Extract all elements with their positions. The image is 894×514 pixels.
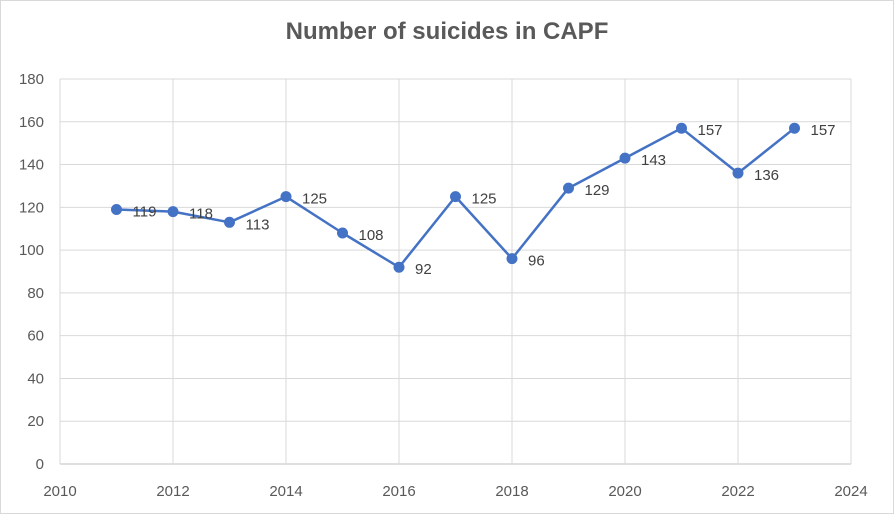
x-tick-label-2010: 2010 — [43, 483, 76, 500]
data-point-2021 — [676, 122, 687, 134]
x-tick-label-2024: 2024 — [834, 483, 867, 500]
data-point-2015 — [337, 227, 348, 239]
data-point-2013 — [224, 216, 235, 228]
y-tick-label-160: 160 — [19, 114, 44, 131]
data-point-2014 — [280, 191, 292, 203]
data-label-2012: 118 — [189, 206, 213, 223]
y-tick-label-60: 60 — [27, 328, 44, 345]
data-label-2014: 125 — [302, 191, 327, 208]
data-label-2022: 136 — [754, 167, 779, 184]
data-label-2018: 96 — [528, 253, 545, 270]
data-label-2023: 157 — [811, 122, 836, 139]
data-label-2013: 113 — [246, 216, 270, 233]
x-tick-label-2014: 2014 — [269, 483, 302, 500]
chart-title: Number of suicides in CAPF — [285, 18, 609, 45]
data-point-2020 — [619, 152, 631, 164]
x-tick-label-2022: 2022 — [721, 483, 754, 500]
data-point-2016 — [393, 261, 405, 273]
data-point-2017 — [450, 191, 461, 203]
data-point-2019 — [563, 182, 574, 194]
y-tick-label-140: 140 — [19, 157, 44, 174]
x-tick-label-2012: 2012 — [156, 483, 189, 500]
data-point-2012 — [167, 206, 179, 218]
data-label-2019: 129 — [585, 182, 610, 199]
data-point-2023 — [789, 122, 800, 134]
x-tick-label-2018: 2018 — [495, 483, 528, 500]
data-label-2017: 125 — [472, 191, 497, 208]
data-point-2011 — [111, 203, 122, 215]
data-label-2021: 157 — [698, 122, 723, 139]
y-tick-label-80: 80 — [27, 285, 44, 302]
y-tick-label-120: 120 — [19, 199, 44, 216]
y-tick-label-180: 180 — [19, 71, 44, 88]
data-point-2018 — [506, 253, 518, 265]
y-tick-label-20: 20 — [27, 413, 44, 430]
x-tick-label-2016: 2016 — [382, 483, 415, 500]
x-tick-label-2020: 2020 — [608, 483, 641, 500]
data-label-2020: 143 — [641, 152, 666, 169]
y-tick-label-40: 40 — [27, 370, 44, 387]
data-label-2016: 92 — [415, 261, 432, 278]
data-label-2015: 108 — [359, 227, 384, 244]
y-tick-label-100: 100 — [19, 242, 44, 259]
y-tick-label-0: 0 — [36, 456, 44, 473]
data-point-2022 — [732, 167, 744, 179]
data-label-2011: 119 — [133, 203, 157, 220]
